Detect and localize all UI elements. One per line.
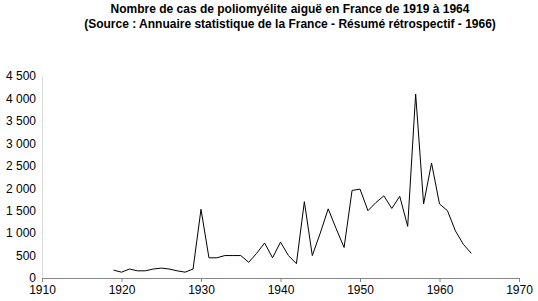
chart: Nombre de cas de poliomyélite aiguë en F…	[0, 0, 538, 301]
x-tick-label: 1960	[427, 283, 454, 297]
x-tick: 1960	[427, 278, 454, 297]
x-tick-mark	[519, 278, 520, 282]
subtitle: (Source : Annuaire statistique de la Fra…	[84, 17, 496, 31]
x-tick-label: 1970	[506, 283, 533, 297]
x-tick: 1920	[109, 278, 136, 297]
y-tick-label: 1 000	[6, 226, 36, 240]
y-tick-label: 3 000	[6, 137, 36, 151]
y-tick: 1 000	[6, 226, 42, 240]
y-axis: 05001 0001 5002 0002 5003 0003 5004 0004…	[6, 69, 43, 285]
y-tick: 1 500	[6, 204, 42, 218]
x-tick: 1950	[347, 278, 374, 297]
y-tick-label: 3 500	[6, 114, 36, 128]
title: Nombre de cas de poliomyélite aiguë en F…	[111, 2, 470, 16]
x-tick-mark	[42, 278, 43, 282]
x-axis: 1910 1920 1930 1940 1950 1960 1970	[29, 278, 533, 297]
y-tick-label: 4 500	[6, 69, 36, 83]
x-tick-label: 1940	[268, 283, 295, 297]
title-group: Nombre de cas de poliomyélite aiguë en F…	[84, 2, 496, 31]
y-tick: 500	[16, 249, 42, 263]
x-tick-mark	[360, 278, 361, 282]
x-tick-label: 1910	[29, 283, 56, 297]
x-tick-mark	[201, 278, 202, 282]
y-tick-label: 500	[16, 249, 36, 263]
y-tick-label: 4 000	[6, 92, 36, 106]
x-tick: 1970	[506, 278, 533, 297]
y-axis-line	[42, 77, 43, 279]
x-tick-mark	[440, 278, 441, 282]
x-tick-label: 1930	[188, 283, 215, 297]
y-tick: 2 500	[6, 159, 42, 173]
x-tick: 1940	[268, 278, 295, 297]
y-tick: 3 000	[6, 137, 42, 151]
x-tick-mark	[122, 278, 123, 282]
y-tick-label: 2 500	[6, 159, 36, 173]
y-tick-label: 1 500	[6, 204, 36, 218]
x-tick-label: 1950	[347, 283, 374, 297]
y-tick: 4 500	[6, 69, 42, 83]
data-line	[114, 94, 472, 272]
x-tick: 1910	[29, 278, 56, 297]
plot-area	[114, 94, 472, 272]
x-tick-label: 1920	[109, 283, 136, 297]
y-tick: 3 500	[6, 114, 42, 128]
y-tick-label: 2 000	[6, 182, 36, 196]
x-tick: 1930	[188, 278, 215, 297]
y-tick: 4 000	[6, 92, 42, 106]
x-tick-mark	[281, 278, 282, 282]
x-axis-line	[43, 279, 520, 283]
y-tick: 2 000	[6, 182, 42, 196]
